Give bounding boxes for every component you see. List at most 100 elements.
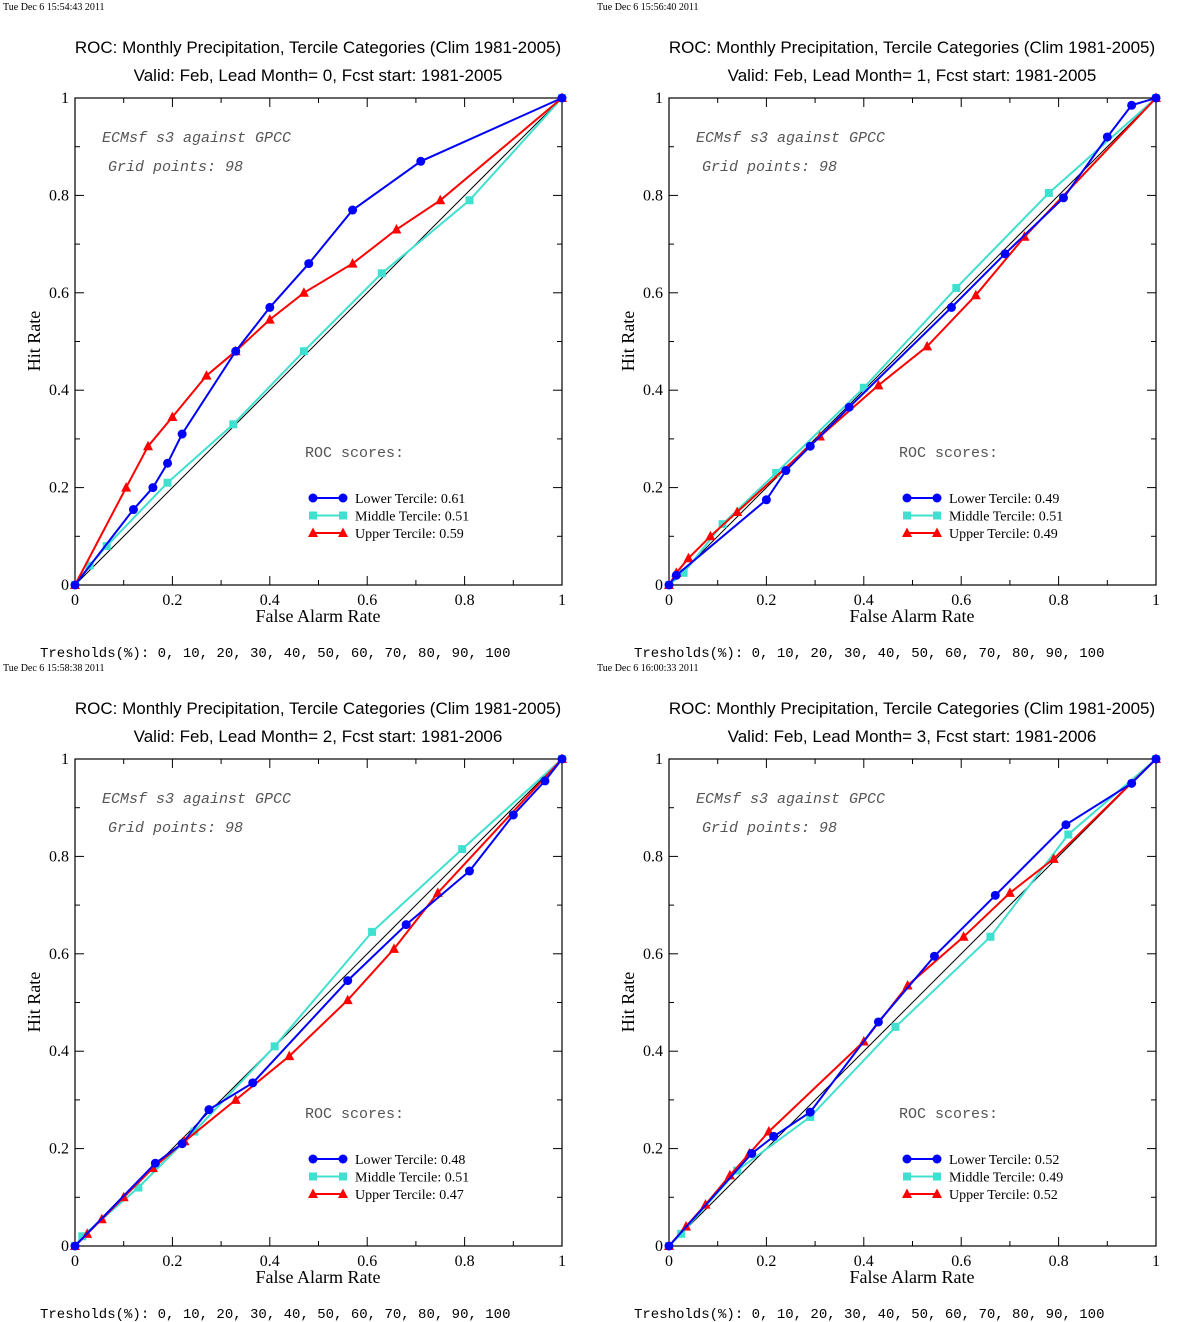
x-tick-label: 0 — [71, 1253, 79, 1270]
legend-marker — [903, 1172, 911, 1181]
y-tick-label: 0.4 — [643, 382, 663, 399]
data-point — [128, 505, 138, 515]
chart-subtitle: Valid: Feb, Lead Month= 3, Fcst start: 1… — [728, 727, 1097, 746]
no-skill-diagonal — [668, 758, 1157, 1247]
data-point — [1048, 853, 1059, 863]
data-point — [1151, 93, 1161, 103]
data-point — [204, 1105, 214, 1115]
legend-label: Middle Tercile: 0.51 — [355, 1171, 469, 1186]
model-annotation: ECMsf s3 against GPCC — [102, 130, 291, 147]
roc-panel-lead-1: Tue Dec 6 15:56:40 2011 ROC: Monthly Prec… — [594, 0, 1187, 662]
legend-entry: Upper Tercile: 0.47 — [308, 1188, 464, 1203]
data-point — [805, 1107, 815, 1117]
data-point — [377, 269, 386, 278]
data-point — [952, 283, 961, 292]
data-point — [958, 931, 969, 941]
data-point — [805, 441, 815, 451]
x-tick-label: 0.4 — [854, 592, 874, 609]
legend-entry: Upper Tercile: 0.59 — [308, 527, 464, 542]
x-tick-label: 0.4 — [260, 1253, 280, 1270]
data-point — [342, 994, 353, 1005]
roc-scores-heading: ROC scores: — [305, 1106, 404, 1123]
data-point — [304, 259, 314, 269]
legend-label: Lower Tercile: 0.49 — [949, 492, 1059, 507]
data-point — [929, 951, 939, 961]
legend-entry: Lower Tercile: 0.48 — [308, 1153, 465, 1168]
data-point — [671, 570, 681, 580]
chart-title: ROC: Monthly Precipitation, Tercile Cate… — [669, 699, 1155, 718]
data-point — [458, 845, 467, 854]
roc-chart-svg: Tue Dec 6 15:54:43 2011 ROC: Monthly Prec… — [3, 2, 567, 662]
data-point — [388, 943, 399, 953]
data-point — [229, 420, 238, 429]
data-point — [557, 93, 567, 103]
data-point — [986, 932, 995, 941]
data-point — [464, 866, 474, 876]
legend-marker — [932, 493, 942, 503]
x-axis-label: False Alarm Rate — [850, 606, 975, 626]
legend-entry: Upper Tercile: 0.52 — [902, 1188, 1058, 1203]
data-point — [970, 289, 981, 300]
data-point — [873, 1017, 883, 1027]
x-axis-label: False Alarm Rate — [256, 606, 381, 626]
data-point — [190, 1127, 199, 1136]
data-point — [70, 1241, 80, 1251]
data-point — [1061, 820, 1071, 830]
y-tick-label: 0.8 — [49, 187, 69, 204]
y-tick-label: 0.2 — [643, 480, 663, 497]
timestamp: Tue Dec 6 15:58:38 2011 — [3, 663, 104, 674]
y-tick-label: 0 — [61, 1238, 69, 1255]
x-tick-label: 0 — [665, 1253, 673, 1270]
legend-marker — [902, 1188, 912, 1198]
data-point — [435, 194, 446, 205]
y-tick-label: 0.8 — [643, 187, 663, 204]
data-point — [248, 1078, 258, 1088]
data-point — [348, 205, 358, 215]
legend-entry: Middle Tercile: 0.49 — [903, 1171, 1063, 1186]
no-skill-diagonal — [668, 97, 1157, 586]
legend-marker — [338, 527, 348, 537]
data-point — [150, 1158, 160, 1168]
legend-label: Upper Tercile: 0.49 — [949, 527, 1058, 542]
roc-panel-lead-3: Tue Dec 6 16:00:33 2011 ROC: Monthly Prec… — [594, 661, 1187, 1322]
data-point — [391, 223, 402, 234]
data-point — [134, 1183, 143, 1192]
y-tick-label: 0 — [655, 577, 663, 594]
data-point — [177, 1139, 187, 1149]
legend-marker — [903, 511, 911, 520]
legend-marker — [933, 1172, 941, 1181]
data-point — [1058, 193, 1068, 203]
legend-marker — [338, 493, 348, 503]
x-tick-label: 0.6 — [951, 592, 971, 609]
x-tick-label: 0.2 — [162, 592, 182, 609]
legend-label: Middle Tercile: 0.51 — [949, 510, 1063, 525]
data-point — [705, 530, 716, 541]
legend-label: Lower Tercile: 0.61 — [355, 492, 465, 507]
legend-label: Lower Tercile: 0.52 — [949, 1153, 1059, 1168]
data-point — [347, 258, 358, 268]
roc-panel-lead-0: Tue Dec 6 15:54:43 2011 ROC: Monthly Prec… — [0, 0, 594, 662]
data-point — [540, 776, 550, 786]
series-line — [668, 758, 1157, 1247]
y-axis-label: Hit Rate — [24, 311, 44, 372]
x-tick-label: 0 — [665, 592, 673, 609]
data-point — [859, 383, 868, 392]
chart-subtitle: Valid: Feb, Lead Month= 0, Fcst start: 1… — [134, 66, 503, 85]
data-point — [465, 196, 474, 205]
x-tick-label: 0.8 — [1049, 592, 1069, 609]
data-point — [299, 347, 308, 356]
x-tick-label: 1 — [558, 592, 566, 609]
roc-chart-svg: Tue Dec 6 15:58:38 2011 ROC: Monthly Prec… — [3, 663, 567, 1322]
thresholds-note: Tresholds(%): 0, 10, 20, 30, 40, 50, 60,… — [634, 646, 1104, 662]
data-point — [508, 810, 518, 820]
data-point — [844, 402, 854, 412]
data-point — [724, 1169, 735, 1180]
y-tick-label: 0.6 — [49, 285, 69, 302]
chart-title: ROC: Monthly Precipitation, Tercile Cate… — [669, 38, 1155, 57]
data-point — [781, 466, 791, 476]
y-axis-label: Hit Rate — [24, 972, 44, 1033]
legend-entry: Lower Tercile: 0.61 — [308, 492, 465, 507]
series-circle — [70, 93, 567, 590]
y-tick-label: 0.2 — [49, 480, 69, 497]
y-axis-label: Hit Rate — [618, 311, 638, 372]
